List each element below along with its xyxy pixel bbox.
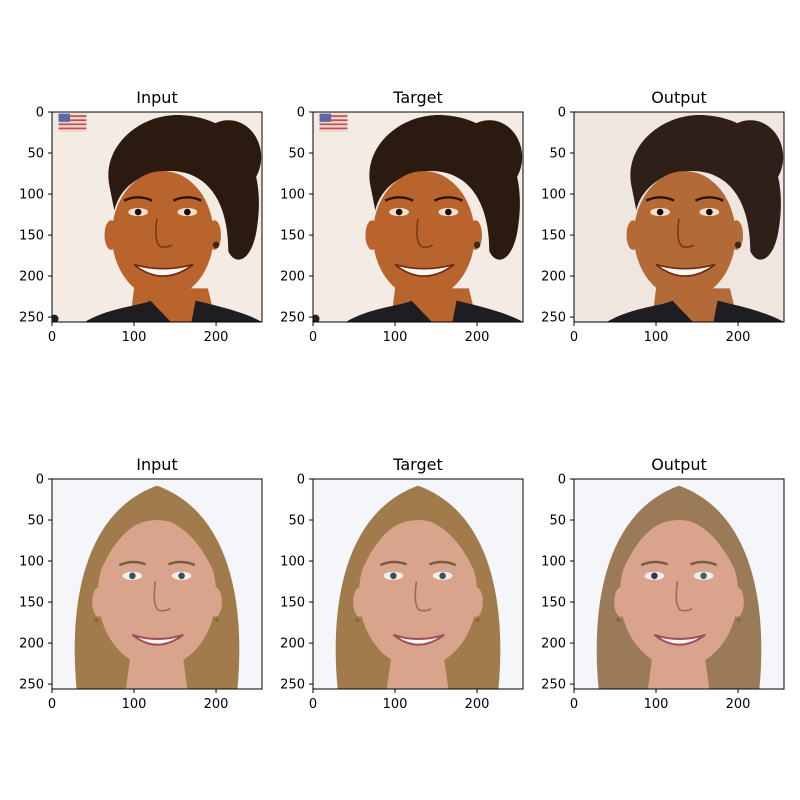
- panel-target-subject-1: Target 0 100 200 0 50 100 150 200 250: [280, 88, 524, 345]
- y-tick-label: 200: [541, 637, 566, 652]
- panel-title: Target: [392, 88, 443, 107]
- face-image: [574, 112, 784, 322]
- x-tick-label: 0: [48, 697, 56, 712]
- y-tick-label: 250: [280, 311, 305, 326]
- x-tick-label: 0: [48, 330, 56, 345]
- panel-output-subject-2: Output 0 100 200 0 50 100 150 200 250: [541, 455, 785, 712]
- y-tick-label: 100: [541, 188, 566, 203]
- x-tick-label: 100: [644, 330, 669, 345]
- axes-frame: [312, 111, 524, 323]
- y-tick-label: 50: [288, 514, 305, 529]
- x-tick-label: 100: [383, 697, 408, 712]
- x-tick-label: 200: [204, 330, 229, 345]
- y-tick-label: 0: [297, 473, 305, 488]
- axes-frame: [573, 478, 785, 690]
- y-tick-label: 200: [19, 270, 44, 285]
- y-tick-label: 50: [27, 514, 44, 529]
- y-tick-label: 150: [19, 229, 44, 244]
- y-tick-label: 200: [19, 637, 44, 652]
- panel-title: Target: [392, 455, 443, 474]
- y-tick-label: 250: [280, 678, 305, 693]
- y-tick-label: 250: [541, 678, 566, 693]
- y-tick-label: 0: [36, 106, 44, 121]
- x-tick-label: 200: [726, 697, 751, 712]
- axes-frame: [573, 111, 785, 323]
- y-tick-label: 100: [541, 555, 566, 570]
- x-tick-label: 100: [122, 330, 147, 345]
- x-tick-label: 100: [644, 697, 669, 712]
- y-tick-label: 200: [280, 270, 305, 285]
- face-image: [574, 479, 784, 689]
- y-tick-label: 150: [280, 229, 305, 244]
- y-tick-label: 50: [549, 147, 566, 162]
- panel-title: Output: [651, 455, 707, 474]
- y-tick-label: 0: [558, 106, 566, 121]
- x-tick-label: 200: [726, 330, 751, 345]
- y-tick-label: 150: [280, 596, 305, 611]
- y-tick-label: 100: [280, 555, 305, 570]
- y-tick-label: 150: [19, 596, 44, 611]
- panel-target-subject-2: Target 0 100 200 0 50 100 150 200 250: [280, 455, 524, 712]
- axes-frame: [51, 111, 263, 323]
- panel-title: Output: [651, 88, 707, 107]
- panel-title: Input: [136, 88, 177, 107]
- y-tick-label: 0: [36, 473, 44, 488]
- y-tick-label: 150: [541, 229, 566, 244]
- face-image: [52, 479, 262, 689]
- y-tick-label: 200: [541, 270, 566, 285]
- panel-output-subject-1: Output 0 100 200 0 50 100 150 200 250: [541, 88, 785, 345]
- y-tick-label: 250: [19, 311, 44, 326]
- x-tick-label: 0: [570, 330, 578, 345]
- panel-input-subject-2: Input 0 100 200 0 50 100 150 200 250: [19, 455, 263, 712]
- face-image: [313, 479, 523, 689]
- y-tick-label: 250: [541, 311, 566, 326]
- x-tick-label: 0: [309, 330, 317, 345]
- x-tick-label: 200: [465, 330, 490, 345]
- x-tick-label: 200: [465, 697, 490, 712]
- y-tick-label: 0: [297, 106, 305, 121]
- y-tick-label: 50: [288, 147, 305, 162]
- x-tick-label: 100: [383, 330, 408, 345]
- panel-input-subject-1: Input 0 100 200 0 50 100 150 200 250: [19, 88, 263, 345]
- panel-title: Input: [136, 455, 177, 474]
- x-tick-label: 100: [122, 697, 147, 712]
- y-tick-label: 100: [280, 188, 305, 203]
- y-tick-label: 50: [27, 147, 44, 162]
- y-tick-label: 0: [558, 473, 566, 488]
- axes-frame: [51, 478, 263, 690]
- y-tick-label: 100: [19, 555, 44, 570]
- y-tick-label: 100: [19, 188, 44, 203]
- y-tick-label: 50: [549, 514, 566, 529]
- x-tick-label: 0: [309, 697, 317, 712]
- y-tick-label: 150: [541, 596, 566, 611]
- face-image: [313, 112, 523, 322]
- x-tick-label: 200: [204, 697, 229, 712]
- x-tick-label: 0: [570, 697, 578, 712]
- y-tick-label: 200: [280, 637, 305, 652]
- face-image: [52, 112, 262, 322]
- y-tick-label: 250: [19, 678, 44, 693]
- axes-frame: [312, 478, 524, 690]
